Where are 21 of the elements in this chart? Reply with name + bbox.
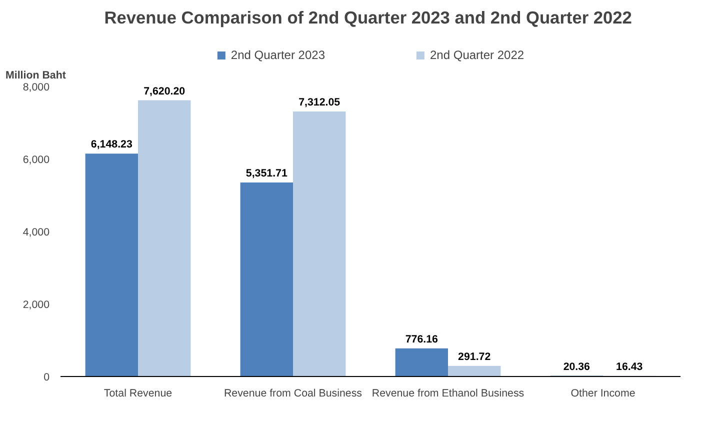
data-label: 291.72 <box>458 350 491 363</box>
data-label: 5,351.71 <box>246 168 288 180</box>
data-label: 6,148.23 <box>90 138 132 151</box>
y-tick-label: 4,000 <box>22 226 50 238</box>
y-tick-label: 0 <box>44 372 50 384</box>
y-tick-label: 8,000 <box>22 82 50 94</box>
x-tick-label: Other Income <box>570 388 636 400</box>
legend-label: 2nd Quarter 2023 <box>230 48 325 62</box>
x-tick-label: Revenue from Coal Business <box>224 388 362 400</box>
x-tick-label: Total Revenue <box>104 388 172 400</box>
x-tick-label: Revenue from Ethanol Business <box>372 388 524 400</box>
data-label: 7,620.20 <box>144 85 186 98</box>
data-label: 776.16 <box>405 333 438 346</box>
data-label: 20.36 <box>563 360 590 373</box>
legend-label: 2nd Quarter 2022 <box>430 48 524 62</box>
chart-title: Revenue Comparison of 2nd Quarter 2023 and 2nd Quarter 2022 <box>104 8 632 28</box>
y-tick-label: 6,000 <box>22 154 50 166</box>
data-label: 16.43 <box>616 360 643 373</box>
data-label: 7,312.05 <box>298 96 340 108</box>
y-tick-label: 2,000 <box>22 299 50 311</box>
y-axis-title: Million Baht <box>6 70 66 82</box>
